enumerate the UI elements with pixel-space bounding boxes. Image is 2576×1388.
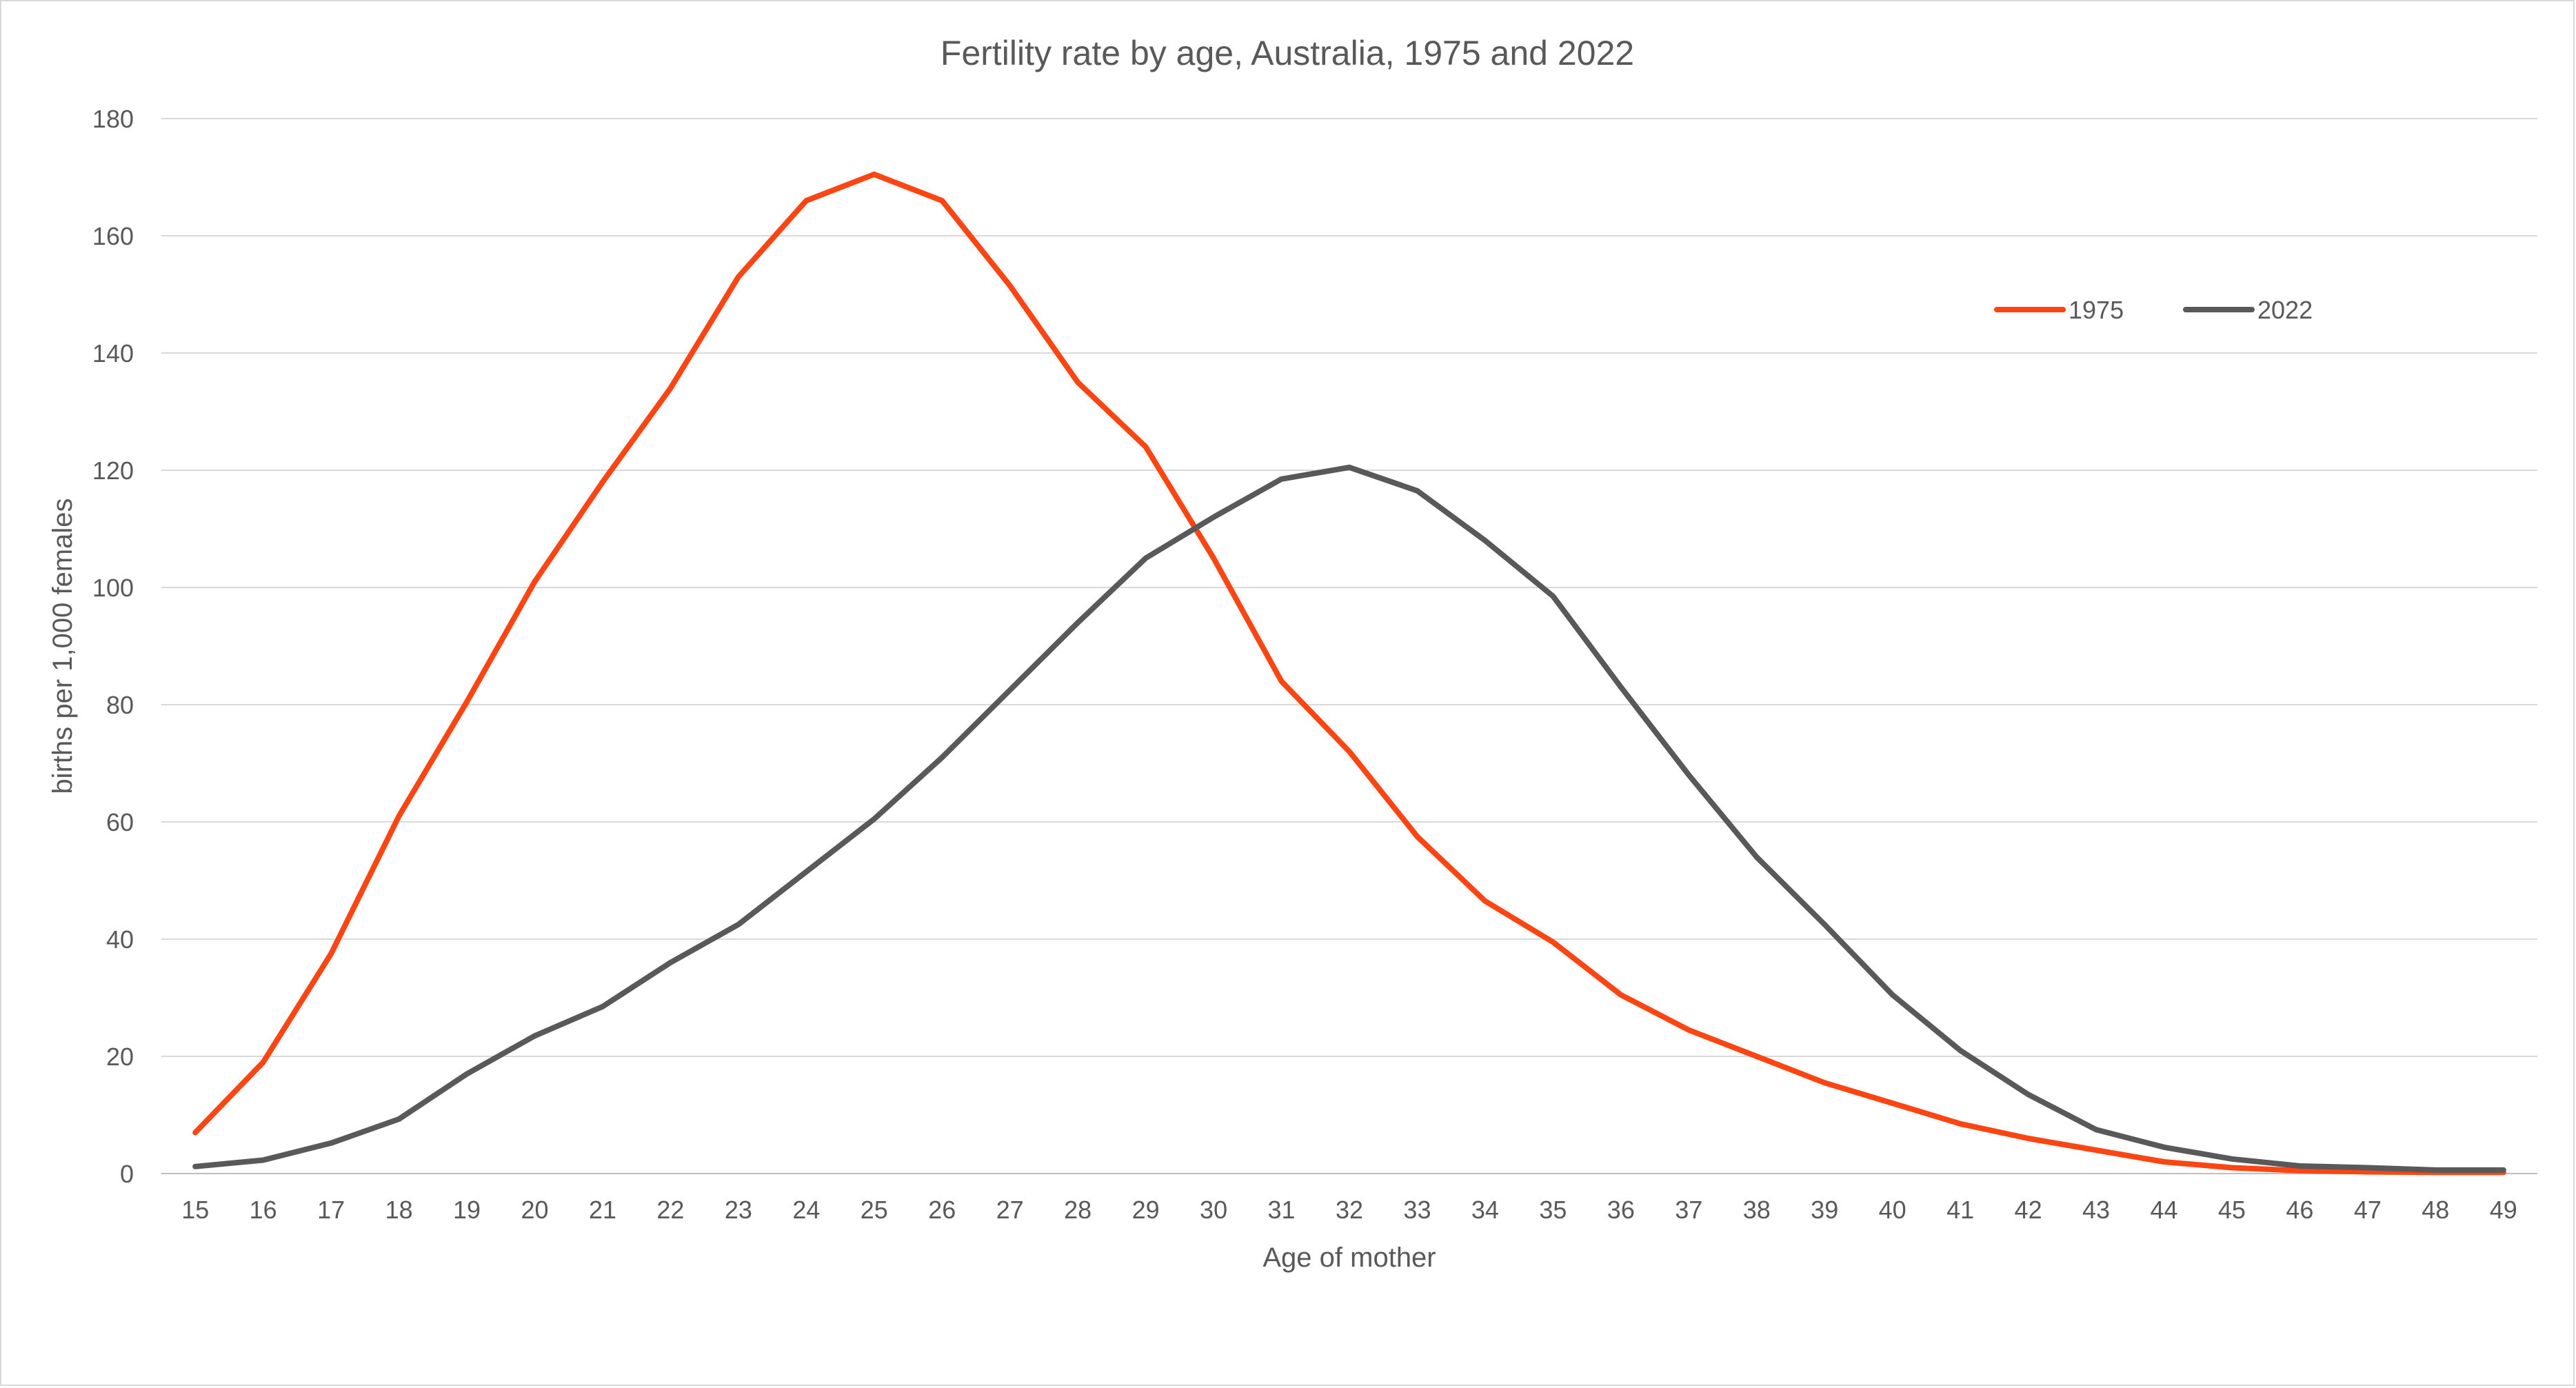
x-tick-label: 40: [1879, 1196, 1906, 1224]
x-tick-label: 28: [1064, 1196, 1091, 1224]
x-tick-label: 20: [521, 1196, 548, 1224]
chart-title: Fertility rate by age, Australia, 1975 a…: [940, 34, 1634, 72]
x-tick-label: 24: [792, 1196, 820, 1224]
legend-label-2022: 2022: [2257, 296, 2313, 324]
x-tick-label: 36: [1607, 1196, 1635, 1224]
y-tick-label: 140: [92, 339, 134, 368]
y-tick-label: 100: [92, 574, 134, 602]
x-tick-label: 43: [2082, 1196, 2110, 1224]
x-tick-label: 19: [453, 1196, 481, 1224]
x-tick-label: 45: [2218, 1196, 2246, 1224]
y-tick-label: 20: [106, 1043, 134, 1071]
x-tick-label: 42: [2015, 1196, 2042, 1224]
y-tick-label: 160: [92, 222, 134, 250]
x-tick-label: 48: [2422, 1196, 2449, 1224]
x-tick-label: 26: [928, 1196, 956, 1224]
x-axis-tick-labels: 15 16 17 18 19 20 21 22 23 24 25 26 27 28 29 30 31 32 33 34…: [181, 1196, 2517, 1224]
x-tick-label: 29: [1132, 1196, 1160, 1224]
x-tick-label: 27: [996, 1196, 1024, 1224]
x-tick-label: 18: [385, 1196, 413, 1224]
y-axis-tick-labels: 0 20 40 60 80 100 120 140 160 180: [92, 105, 134, 1188]
x-tick-label: 47: [2354, 1196, 2382, 1224]
x-tick-label: 34: [1471, 1196, 1499, 1224]
x-tick-label: 41: [1946, 1196, 1974, 1224]
x-tick-label: 16: [250, 1196, 277, 1224]
series-line-1975: [192, 171, 2506, 1176]
legend: 1975 2022: [1994, 296, 2313, 324]
series-lines: [192, 171, 2506, 1176]
y-tick-label: 180: [92, 105, 134, 133]
x-tick-label: 30: [1200, 1196, 1227, 1224]
x-tick-label: 32: [1336, 1196, 1363, 1224]
y-tick-label: 80: [106, 691, 134, 719]
x-tick-label: 46: [2286, 1196, 2313, 1224]
x-tick-label: 37: [1675, 1196, 1702, 1224]
y-tick-label: 40: [106, 925, 134, 954]
x-tick-label: 22: [656, 1196, 684, 1224]
x-tick-label: 15: [181, 1196, 209, 1224]
x-tick-label: 49: [2490, 1196, 2517, 1224]
legend-label-1975: 1975: [2069, 296, 2124, 324]
x-tick-label: 25: [861, 1196, 888, 1224]
y-tick-label: 120: [92, 456, 134, 485]
x-tick-label: 31: [1268, 1196, 1296, 1224]
gridlines: [161, 118, 2537, 1174]
x-tick-label: 17: [317, 1196, 345, 1224]
y-axis-title: births per 1,000 females: [48, 498, 78, 794]
x-tick-label: 38: [1743, 1196, 1771, 1224]
y-tick-label: 0: [120, 1160, 134, 1188]
x-tick-label: 39: [1811, 1196, 1838, 1224]
x-tick-label: 44: [2150, 1196, 2177, 1224]
x-tick-label: 21: [589, 1196, 616, 1224]
series-line-2022: [192, 464, 2506, 1173]
x-tick-label: 23: [725, 1196, 752, 1224]
x-tick-label: 35: [1539, 1196, 1567, 1224]
y-tick-label: 60: [106, 808, 134, 836]
x-axis-title: Age of mother: [1262, 1243, 1436, 1273]
x-tick-label: 33: [1403, 1196, 1431, 1224]
